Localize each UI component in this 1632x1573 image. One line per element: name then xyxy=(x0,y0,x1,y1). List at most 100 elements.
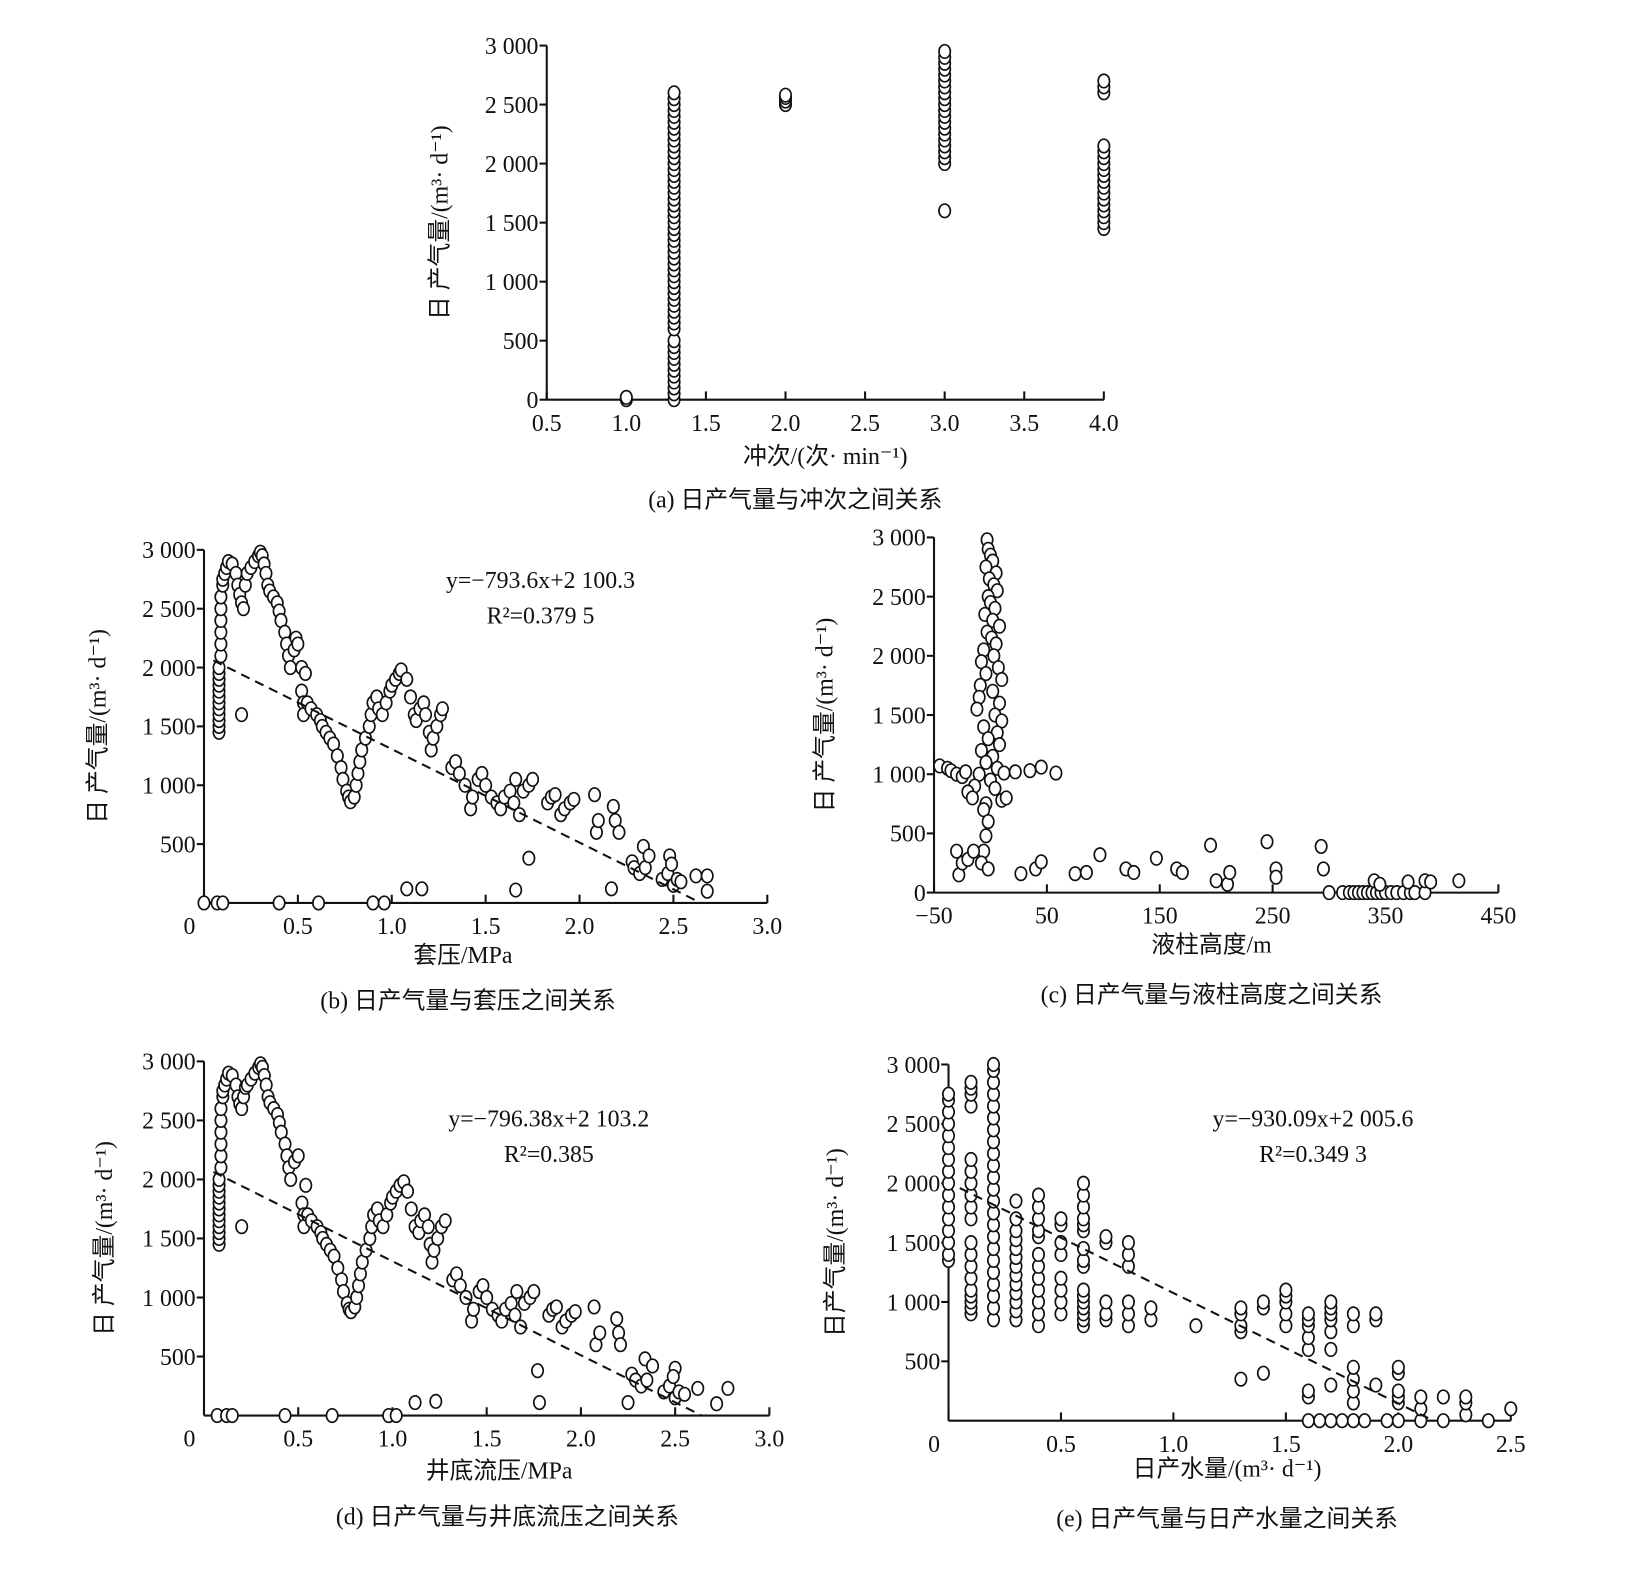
data-point xyxy=(666,1369,680,1385)
panel-e: 500 1 000 1 500 2 000 2 500 3 000 0 0.5 1.0 1.5 2.… xyxy=(822,1053,1526,1533)
data-point xyxy=(325,1407,339,1424)
data-point xyxy=(995,671,1009,688)
data-point xyxy=(1256,1365,1270,1381)
x-axis-title: 液柱高度/m xyxy=(1151,932,1272,959)
data-point xyxy=(291,636,305,652)
data-point xyxy=(1401,874,1415,890)
data-point xyxy=(1481,1413,1495,1429)
data-point xyxy=(964,1151,978,1168)
data-point xyxy=(1093,847,1107,863)
y-tick-label: 0 xyxy=(914,881,926,907)
data-point xyxy=(480,1289,494,1306)
r-squared: R²=0.379 5 xyxy=(487,603,595,629)
data-point xyxy=(1099,1229,1113,1245)
x-tick-label: 2.0 xyxy=(565,914,595,940)
data-point xyxy=(988,780,1002,796)
r-squared: R²=0.349 3 xyxy=(1259,1142,1367,1168)
y-tick-label: 1 500 xyxy=(142,715,196,741)
data-point xyxy=(691,1380,705,1396)
data-point xyxy=(298,665,312,681)
data-point xyxy=(613,1337,628,1353)
x-tick-label: 3.0 xyxy=(752,914,782,940)
data-point xyxy=(1209,873,1223,889)
data-point xyxy=(1369,1377,1383,1393)
data-point xyxy=(401,1183,415,1199)
panel-b: 500 1 000 1 500 2 000 2 500 3 000 0 0.5 1.0 1.5 2.… xyxy=(85,538,783,1014)
data-point xyxy=(1358,1413,1372,1429)
data-point xyxy=(959,764,973,780)
data-point xyxy=(312,895,326,911)
data-point xyxy=(1031,1246,1046,1263)
data-point xyxy=(421,1219,435,1235)
data-point xyxy=(429,1393,443,1409)
data-point xyxy=(1380,1413,1394,1429)
x-tick-label: 250 xyxy=(1255,904,1291,930)
x-tick-label: 0 xyxy=(928,1432,940,1458)
panel-c: 0 500 1 000 1 500 2 000 2 500 3 000 −50 50 150 250… xyxy=(812,526,1517,1009)
y-tick-label: 2 500 xyxy=(485,93,539,119)
y-tick-label: 500 xyxy=(160,832,196,858)
data-point xyxy=(1049,765,1063,781)
data-point xyxy=(964,1074,978,1090)
data-point xyxy=(1373,876,1387,892)
data-point xyxy=(278,1407,292,1424)
x-tick-label: 150 xyxy=(1142,904,1178,930)
y-tick-label: 2 500 xyxy=(142,597,196,623)
x-tick-label: 450 xyxy=(1481,904,1517,930)
data-point xyxy=(621,1394,635,1411)
y-tick-label: 2 000 xyxy=(142,656,196,682)
x-tick-label: 1.0 xyxy=(1159,1432,1189,1458)
y-tick-label: 2 000 xyxy=(887,1172,941,1198)
x-tick-label: 0 xyxy=(184,1427,196,1453)
data-point xyxy=(606,798,620,814)
x-tick-label: 3.0 xyxy=(930,411,960,437)
data-point xyxy=(1234,1371,1248,1387)
data-point xyxy=(548,787,562,803)
data-point xyxy=(509,882,523,898)
data-point xyxy=(665,856,679,872)
data-point xyxy=(1175,864,1189,881)
data-point xyxy=(1234,1300,1248,1316)
data-point xyxy=(1223,864,1237,881)
x-tick-label: 4.0 xyxy=(1089,411,1119,437)
data-point xyxy=(610,1311,624,1327)
x-tick-label: 2.0 xyxy=(566,1427,596,1453)
y-tick-label: 1 000 xyxy=(485,270,539,296)
data-point xyxy=(510,1284,524,1300)
data-point xyxy=(435,701,449,717)
data-point xyxy=(979,754,993,770)
x-tick-label: 0.5 xyxy=(283,1427,313,1453)
panel-a: 0 500 1 000 1 500 2 000 2 500 3 000 0.5 1.0 1.5 2.… xyxy=(426,34,1118,514)
data-point xyxy=(1269,869,1283,885)
data-point xyxy=(366,895,380,911)
data-point xyxy=(1346,1413,1360,1429)
y-axis-title: 日 产气量/(m³· d⁻¹) xyxy=(91,1141,118,1336)
data-point xyxy=(678,1386,692,1402)
data-point xyxy=(225,1407,239,1424)
data-point xyxy=(1316,861,1330,877)
regression-equation: y=−930.09x+2 005.6 xyxy=(1213,1107,1414,1133)
x-tick-label: 2.0 xyxy=(771,411,801,437)
data-point xyxy=(591,813,605,829)
data-point xyxy=(1144,1300,1158,1316)
y-axis-title: 日 产气量/(m³· d⁻¹) xyxy=(85,629,112,824)
data-point xyxy=(950,843,964,859)
data-point xyxy=(377,895,391,911)
data-point xyxy=(236,601,250,617)
panel-caption: (b) 日产气量与套压之间关系 xyxy=(320,988,615,1015)
data-point xyxy=(508,1307,522,1323)
data-point xyxy=(1436,1389,1450,1405)
data-point xyxy=(1322,885,1336,901)
x-tick-label: 0.5 xyxy=(1046,1432,1076,1458)
data-point xyxy=(216,895,230,911)
y-axis-title: 日 产气量/(m³· d⁻¹) xyxy=(812,618,839,813)
data-point xyxy=(612,824,626,840)
data-point xyxy=(1424,874,1438,890)
panel-d: 500 1 000 1 500 2 000 2 500 3 000 0 0.5 1.0 1.5 2.… xyxy=(91,1050,784,1531)
data-point xyxy=(438,1213,452,1229)
data-point xyxy=(1391,1359,1405,1375)
data-point xyxy=(299,1177,313,1193)
data-point xyxy=(527,1284,541,1300)
x-tick-label: 2.0 xyxy=(1383,1432,1413,1458)
